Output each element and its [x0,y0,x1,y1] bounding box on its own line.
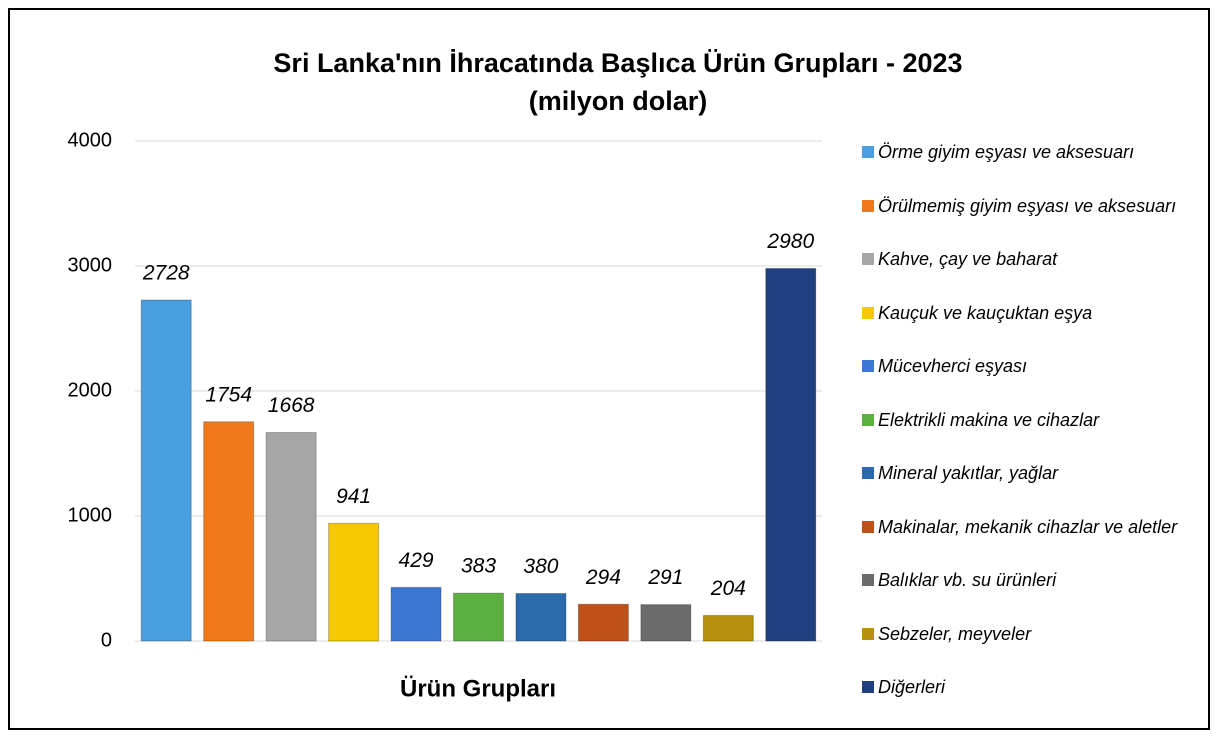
legend-label: Diğerleri [878,677,946,697]
x-axis-label: Ürün Grupları [400,675,556,702]
data-label: 1754 [205,383,252,406]
legend-item: Diğerleri [862,662,1207,716]
legend-item: Balıklar vb. su ürünleri [862,555,1207,609]
y-tick-label: 0 [101,629,112,651]
data-label: 380 [523,555,558,578]
data-label: 383 [461,555,496,578]
bar [515,593,567,642]
y-tick-label: 3000 [68,254,113,276]
data-label: 291 [647,566,683,589]
legend-swatch [862,681,874,693]
legend-label: Mineral yakıtlar, yağlar [878,463,1059,483]
legend-item: Makinalar, mekanik cihazlar ve aletler [862,502,1207,556]
legend-item: Örme giyim eşyası ve aksesuarı [862,127,1207,181]
bar [390,586,442,642]
bar [265,432,317,642]
y-tick-label: 4000 [68,129,113,151]
bar [702,615,754,642]
legend-swatch [862,146,874,158]
legend-swatch [862,574,874,586]
legend: Örme giyim eşyası ve aksesuarı Örülmemiş … [862,127,1207,716]
data-label: 294 [585,566,621,589]
legend-item: Kahve, çay ve baharat [862,234,1207,288]
data-label: 2728 [142,262,190,285]
y-tick-label: 1000 [68,504,113,526]
legend-label: Örülmemiş giyim eşyası ve aksesuarı [878,195,1177,216]
legend-label: Balıklar vb. su ürünleri [878,570,1057,590]
bar [577,603,629,642]
data-label: 2980 [766,230,814,253]
bar [765,268,817,642]
bar [328,522,380,642]
legend-swatch [862,253,874,265]
legend-swatch [862,520,874,533]
bar [140,299,192,642]
legend-swatch [862,199,874,212]
legend-item: Mineral yakıtlar, yağlar [862,448,1207,502]
bar [453,592,504,642]
legend-item: Örülmemiş giyim eşyası ve aksesuarı [862,181,1207,235]
legend-label: Makinalar, mekanik cihazlar ve aletler [878,516,1178,537]
legend-swatch [862,627,874,640]
bar [640,604,692,642]
legend-label: Mücevherci eşyası [878,356,1028,376]
legend-item: Sebzeler, meyveler [862,609,1207,663]
chart-subtitle: (milyon dolar) [529,86,708,116]
data-label: 429 [399,549,434,572]
legend-item: Elektrikli makina ve cihazlar [862,395,1207,449]
legend-label: Elektrikli makina ve cihazlar [878,409,1100,430]
bar [203,421,255,642]
legend-label: Kahve, çay ve baharat [878,249,1058,269]
legend-swatch [862,360,874,372]
legend-item: Mücevherci eşyası [862,341,1207,395]
data-label: 1668 [268,394,315,417]
data-label: 941 [336,485,371,508]
legend-label: Sebzeler, meyveler [878,623,1032,644]
y-tick-label: 2000 [68,379,113,401]
data-label: 204 [710,577,746,600]
chart-title: Sri Lanka'nın İhracatında Başlıca Ürün G… [273,48,962,78]
legend-label: Örme giyim eşyası ve aksesuarı [878,142,1135,162]
legend-item: Kauçuk ve kauçuktan eşya [862,288,1207,342]
legend-swatch [862,306,874,319]
legend-label: Kauçuk ve kauçuktan eşya [878,302,1093,323]
legend-swatch [862,467,874,479]
legend-swatch [862,413,874,426]
